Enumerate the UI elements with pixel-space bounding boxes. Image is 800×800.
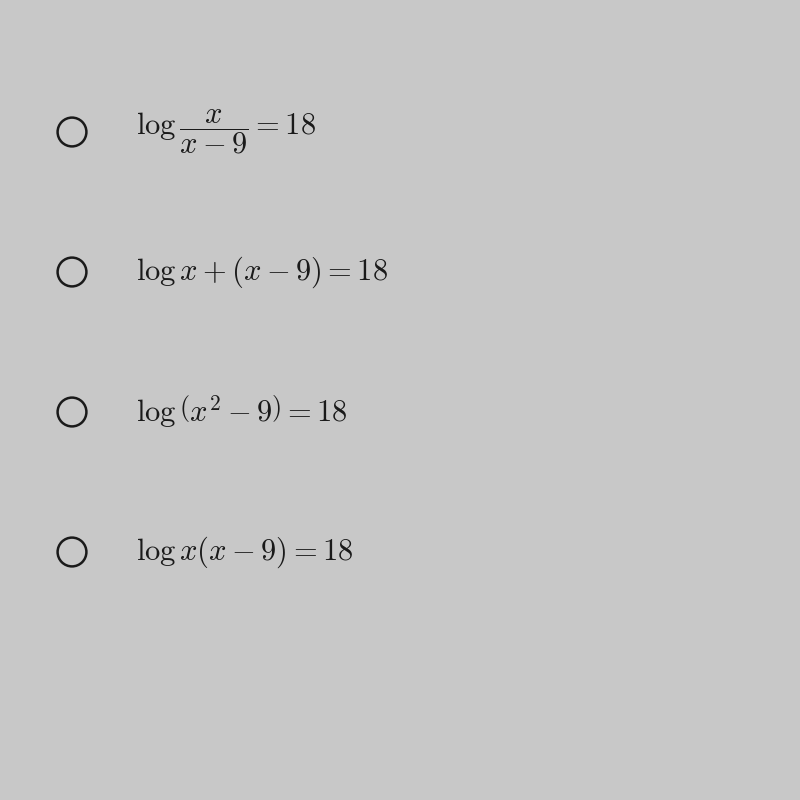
Text: $\log \left(x^2 - 9\right) = 18$: $\log \left(x^2 - 9\right) = 18$ bbox=[136, 394, 347, 430]
Text: $\log x + (x - 9) = 18$: $\log x + (x - 9) = 18$ bbox=[136, 254, 388, 290]
Text: $\log \dfrac{x}{x-9} = 18$: $\log \dfrac{x}{x-9} = 18$ bbox=[136, 108, 316, 156]
Text: $\log x(x - 9) = 18$: $\log x(x - 9) = 18$ bbox=[136, 534, 354, 570]
